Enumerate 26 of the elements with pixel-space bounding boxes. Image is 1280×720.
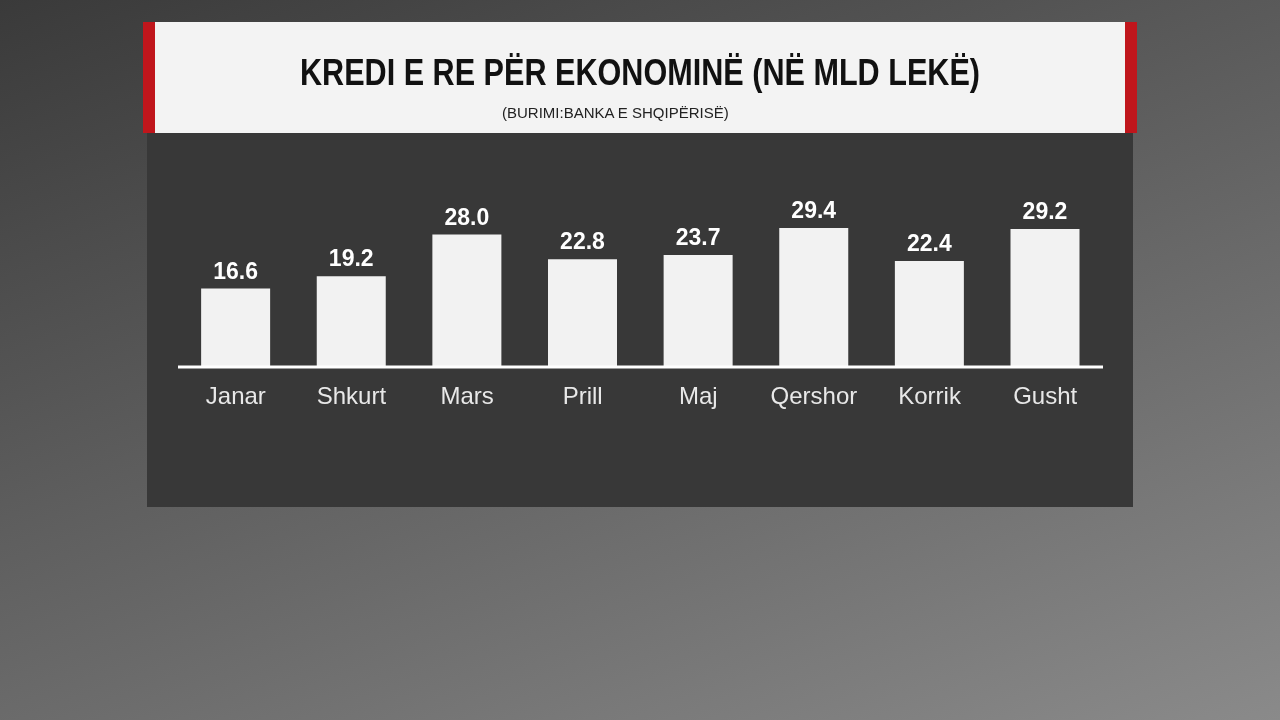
x-tick-label: Korrik — [898, 382, 962, 410]
chart-title: KREDI E RE PËR EKONOMINË (NË MLD LEKË) — [298, 52, 982, 94]
data-label: 29.2 — [1022, 197, 1068, 224]
data-label: 22.4 — [906, 230, 952, 257]
x-tick-label: Mars — [440, 382, 494, 410]
bar — [663, 254, 733, 367]
data-label: 22.8 — [560, 228, 606, 255]
x-tick-label: Gusht — [1013, 382, 1078, 410]
data-label: 29.4 — [791, 197, 837, 223]
bar — [779, 228, 849, 367]
data-label: 23.7 — [675, 223, 721, 250]
x-tick-label: Shkurt — [316, 382, 387, 410]
text: (BURIMI:BANKA E SHQIPËRISË) — [502, 104, 729, 121]
bar — [201, 288, 271, 367]
data-label: 28.0 — [444, 203, 490, 230]
bar — [894, 261, 964, 367]
x-tick-label: Maj — [678, 382, 718, 410]
x-tick-label: Qershor — [770, 382, 858, 410]
x-tick-label: Prill — [562, 382, 603, 410]
bar — [1010, 228, 1080, 367]
data-label: 16.6 — [213, 257, 259, 284]
x-tick-label: Janar — [205, 382, 266, 410]
bar — [548, 259, 617, 367]
data-label: 19.2 — [328, 245, 374, 272]
bar — [316, 276, 386, 367]
bar — [432, 234, 502, 367]
